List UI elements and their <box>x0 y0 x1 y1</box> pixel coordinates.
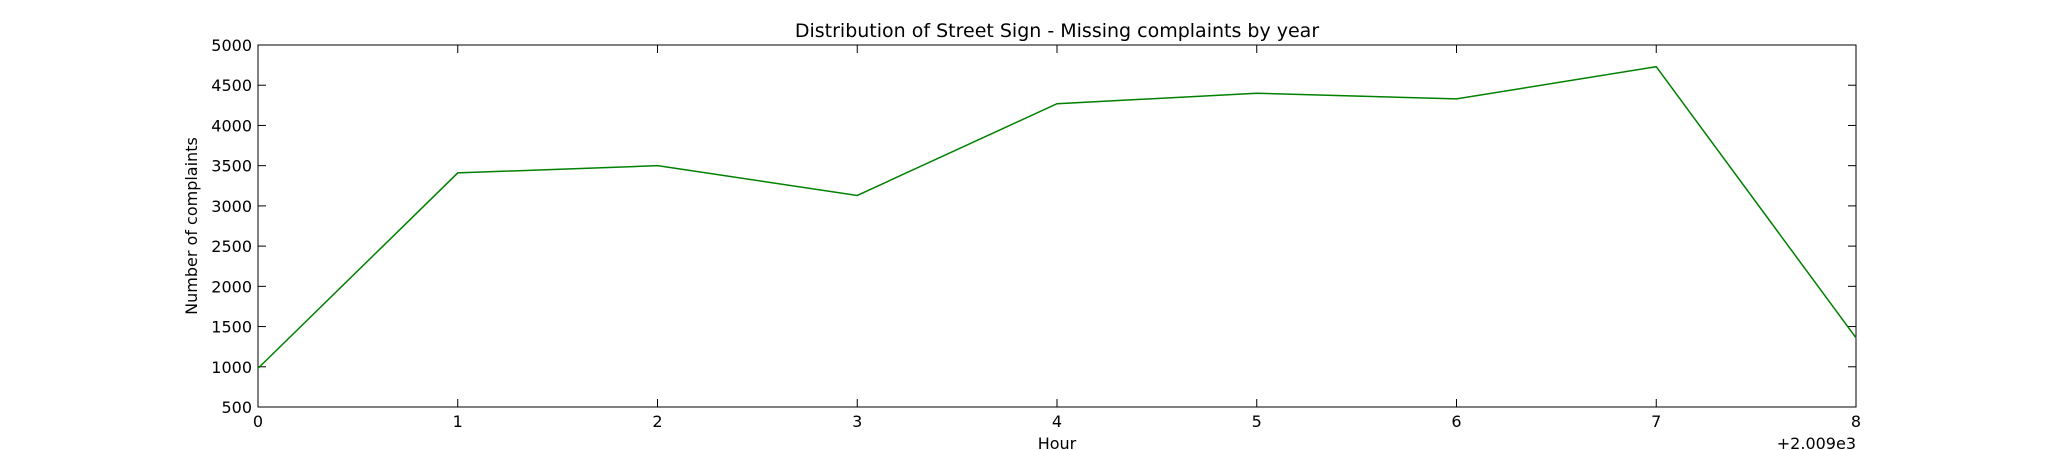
data-point <box>457 172 459 174</box>
x-axis-label: Hour <box>1038 434 1077 450</box>
data-point <box>1855 337 1857 339</box>
y-tick-label: 500 <box>221 398 252 417</box>
y-tick-label: 5000 <box>211 36 252 55</box>
y-axis-label: Number of complaints <box>182 137 201 315</box>
data-point <box>257 367 259 369</box>
data-point <box>1256 92 1258 94</box>
x-tick-label: 2 <box>652 412 662 431</box>
x-tick-label: 6 <box>1451 412 1461 431</box>
x-tick-label: 4 <box>1052 412 1062 431</box>
y-tick-label: 4500 <box>211 76 252 95</box>
plot-frame <box>257 44 1857 408</box>
data-point <box>1655 66 1657 68</box>
series-line <box>257 65 1857 369</box>
data-point <box>657 165 658 167</box>
x-axis-offset-label: +2.009e3 <box>1777 434 1856 450</box>
y-tick-label: 3000 <box>211 197 252 216</box>
chart-title: Distribution of Street Sign - Missing co… <box>795 20 1319 42</box>
x-tick-label: 3 <box>852 412 862 431</box>
data-point <box>1456 98 1457 100</box>
x-tick-label: 8 <box>1851 412 1861 431</box>
data-point <box>856 194 858 196</box>
data-point <box>1056 103 1058 105</box>
y-tick-label: 4000 <box>211 116 252 135</box>
x-tick-label: 0 <box>253 412 263 431</box>
y-tick-label: 1500 <box>211 318 252 337</box>
x-tick-label: 7 <box>1651 412 1661 431</box>
y-tick-label: 2000 <box>211 277 252 296</box>
plot-area: 0 1 2 3 4 5 6 7 8 500 1000 1500 2000 2500 3000 3500 4000… <box>211 36 1861 431</box>
y-tick-label: 3500 <box>211 157 252 176</box>
y-tick-label: 1000 <box>211 358 252 377</box>
x-tick-label: 5 <box>1252 412 1262 431</box>
y-tick-label: 2500 <box>211 237 252 256</box>
x-tick-label: 1 <box>453 412 463 431</box>
